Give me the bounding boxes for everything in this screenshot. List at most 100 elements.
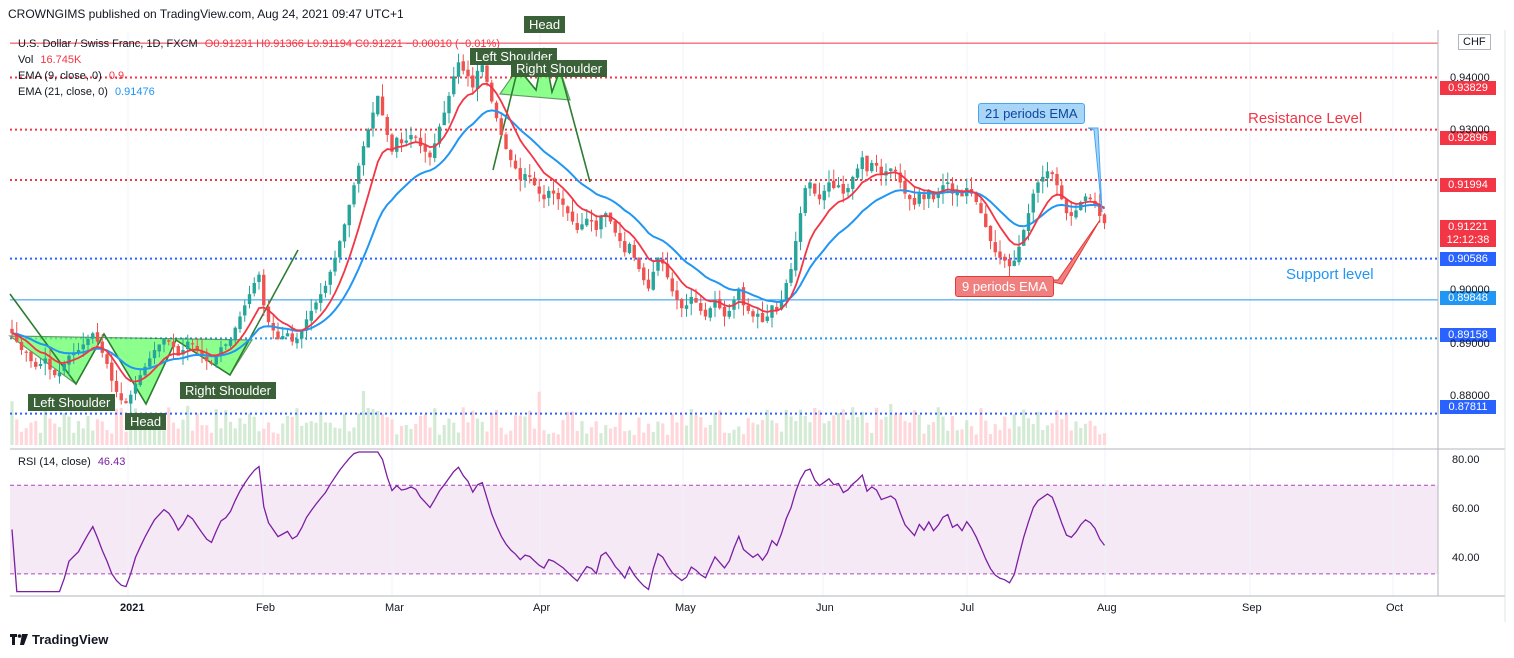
candle-body (851, 176, 855, 189)
candle-body (67, 355, 71, 365)
candle-body (91, 333, 95, 339)
candle-body (523, 174, 527, 180)
candle-body (124, 401, 128, 404)
volume-bar (1031, 423, 1035, 445)
volume-bar (969, 426, 974, 445)
tradingview-logo[interactable]: TradingView (10, 632, 108, 647)
candle-body (143, 366, 147, 376)
candle-body (813, 183, 817, 194)
volume-bar (162, 430, 166, 445)
volume-bar (974, 434, 978, 445)
candle-body (1055, 173, 1059, 186)
candle-body (756, 313, 760, 317)
candle-body (29, 351, 33, 362)
volume-bar (300, 425, 304, 445)
candle-body (266, 306, 271, 323)
volume-bar (770, 420, 774, 445)
rsi-overbought-oversold-band (10, 485, 1438, 574)
volume-bar (338, 428, 342, 445)
volume-bar (1098, 434, 1102, 445)
candle-body (741, 287, 746, 306)
volume-bar (67, 416, 71, 445)
volume-bar (475, 418, 480, 445)
candle-body (765, 316, 769, 321)
candle-body (414, 136, 418, 138)
candle-body (1098, 203, 1102, 216)
volume-bar (998, 429, 1002, 445)
candle-body (333, 257, 337, 272)
candle-body (456, 62, 461, 77)
volume-bar (846, 419, 850, 445)
price-axis-tick: 0.94000 (1450, 72, 1490, 84)
candle-body (290, 333, 294, 342)
candle-body (338, 241, 342, 258)
volume-bar (722, 432, 727, 445)
volume-bar (380, 414, 385, 445)
published-header: CROWNGIMS published on TradingView.com, … (8, 7, 404, 21)
volume-bar (148, 419, 152, 445)
volume-bar (708, 424, 712, 445)
rsi-axis-tick: 60.00 (1452, 503, 1480, 515)
rsi-legend: RSI (14, close) 46.43 (18, 456, 125, 468)
volume-bar (637, 417, 641, 445)
candle-body (171, 341, 176, 348)
volume-bar (870, 432, 874, 445)
volume-bar (1093, 425, 1097, 445)
volume-bar (566, 411, 570, 445)
volume-bar (1012, 414, 1016, 445)
volume-bar (437, 434, 442, 445)
candle-body (57, 372, 62, 377)
candle-body (931, 191, 936, 200)
volume-bar (238, 418, 242, 445)
candle-body (238, 316, 242, 330)
volume-bar (252, 416, 256, 445)
volume-bar (642, 432, 646, 445)
volume-bar (537, 391, 541, 445)
volume-bar (91, 430, 95, 445)
candle-body (371, 112, 375, 129)
candle-body (594, 220, 598, 230)
candle-body (751, 311, 755, 317)
volume-bar (399, 425, 404, 445)
candle-body (589, 220, 594, 222)
candle-body (281, 336, 285, 340)
volume-bar (1079, 427, 1083, 445)
volume-bar (851, 407, 855, 445)
candle-body (323, 285, 328, 293)
candle-body (855, 168, 860, 178)
volume-bar (490, 412, 494, 445)
candle-body (979, 203, 983, 214)
candle-body (870, 162, 874, 172)
currency-badge[interactable]: CHF (1458, 34, 1491, 50)
volume-bar (917, 414, 921, 445)
candle-body (390, 134, 394, 152)
price-tag-support-1: 0.90586 (1440, 252, 1496, 266)
volume-bar (680, 414, 684, 445)
volume-bar (613, 426, 617, 445)
volume-bar (447, 418, 451, 445)
candle-body (955, 190, 959, 196)
volume-bar (551, 432, 556, 445)
right-shoulder-label-1: Right Shoulder (180, 382, 276, 399)
candle-body (376, 95, 380, 115)
candle-body (1036, 182, 1040, 193)
candle-body (737, 288, 741, 300)
candle-body (247, 294, 252, 305)
candle-body (760, 312, 765, 323)
volume-bar (499, 427, 503, 445)
candle-body (542, 194, 546, 200)
candle-body (309, 310, 313, 321)
candle-body (504, 134, 508, 149)
price-tag-last-price: 0.91221 (1440, 220, 1496, 234)
ema9-legend: EMA (9, close, 0) 0.9 (18, 70, 124, 82)
candle-body (960, 190, 964, 197)
volume-bar (632, 434, 636, 445)
candle-body (903, 180, 907, 194)
candle-body (62, 364, 66, 371)
volume-bar (955, 430, 959, 445)
candle-body (637, 257, 641, 270)
candle-body (950, 183, 955, 194)
volume-bar (390, 419, 394, 445)
candle-body (461, 61, 465, 71)
candle-body (471, 75, 475, 88)
